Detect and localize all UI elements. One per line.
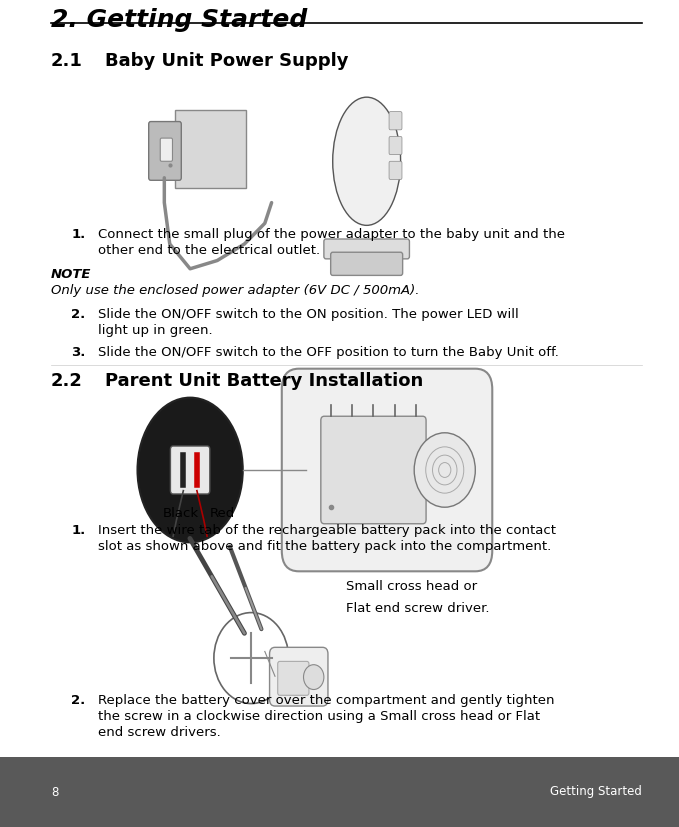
Ellipse shape <box>333 98 401 225</box>
FancyBboxPatch shape <box>389 112 402 130</box>
Text: Small cross head or: Small cross head or <box>346 580 477 592</box>
Text: Baby Unit Power Supply: Baby Unit Power Supply <box>105 52 348 70</box>
FancyBboxPatch shape <box>170 446 210 494</box>
FancyBboxPatch shape <box>282 369 492 571</box>
Text: end screw drivers.: end screw drivers. <box>98 726 221 739</box>
Text: slot as shown above and fit the battery pack into the compartment.: slot as shown above and fit the battery … <box>98 540 552 553</box>
Circle shape <box>414 433 475 507</box>
Text: 2.2: 2.2 <box>51 372 83 390</box>
FancyBboxPatch shape <box>160 138 172 161</box>
Text: Slide the ON/OFF switch to the ON position. The power LED will: Slide the ON/OFF switch to the ON positi… <box>98 308 519 321</box>
Text: light up in green.: light up in green. <box>98 324 213 337</box>
FancyBboxPatch shape <box>175 110 246 188</box>
Text: the screw in a clockwise direction using a Small cross head or Flat: the screw in a clockwise direction using… <box>98 710 540 723</box>
Text: 3.: 3. <box>71 346 86 359</box>
Circle shape <box>304 665 324 690</box>
Text: 1.: 1. <box>71 228 86 241</box>
Text: Black: Black <box>163 507 199 520</box>
Text: other end to the electrical outlet.: other end to the electrical outlet. <box>98 244 320 257</box>
Text: Slide the ON/OFF switch to the OFF position to turn the Baby Unit off.: Slide the ON/OFF switch to the OFF posit… <box>98 346 559 359</box>
Text: 1.: 1. <box>71 524 86 537</box>
Text: NOTE: NOTE <box>51 268 91 281</box>
Bar <box>0 757 679 827</box>
FancyBboxPatch shape <box>389 136 402 155</box>
Text: 2.: 2. <box>71 694 86 707</box>
Text: Getting Started: Getting Started <box>550 786 642 799</box>
FancyBboxPatch shape <box>389 161 402 179</box>
Text: Connect the small plug of the power adapter to the baby unit and the: Connect the small plug of the power adap… <box>98 228 566 241</box>
Text: Red: Red <box>210 507 235 520</box>
Text: Parent Unit Battery Installation: Parent Unit Battery Installation <box>105 372 423 390</box>
Text: 2. Getting Started: 2. Getting Started <box>51 8 307 32</box>
Text: Flat end screw driver.: Flat end screw driver. <box>346 602 490 614</box>
Circle shape <box>214 613 289 704</box>
FancyBboxPatch shape <box>324 239 409 259</box>
Text: 2.1: 2.1 <box>51 52 83 70</box>
Ellipse shape <box>137 398 243 543</box>
Text: Insert the wire tab of the rechargeable battery pack into the contact: Insert the wire tab of the rechargeable … <box>98 524 557 537</box>
Text: 2.: 2. <box>71 308 86 321</box>
Text: 8: 8 <box>51 786 58 799</box>
FancyBboxPatch shape <box>270 648 328 706</box>
FancyBboxPatch shape <box>278 662 309 696</box>
Text: Only use the enclosed power adapter (6V DC / 500mA).: Only use the enclosed power adapter (6V … <box>51 284 420 297</box>
Text: Replace the battery cover over the compartment and gently tighten: Replace the battery cover over the compa… <box>98 694 555 707</box>
FancyBboxPatch shape <box>320 416 426 523</box>
FancyBboxPatch shape <box>331 252 403 275</box>
FancyBboxPatch shape <box>149 122 181 180</box>
